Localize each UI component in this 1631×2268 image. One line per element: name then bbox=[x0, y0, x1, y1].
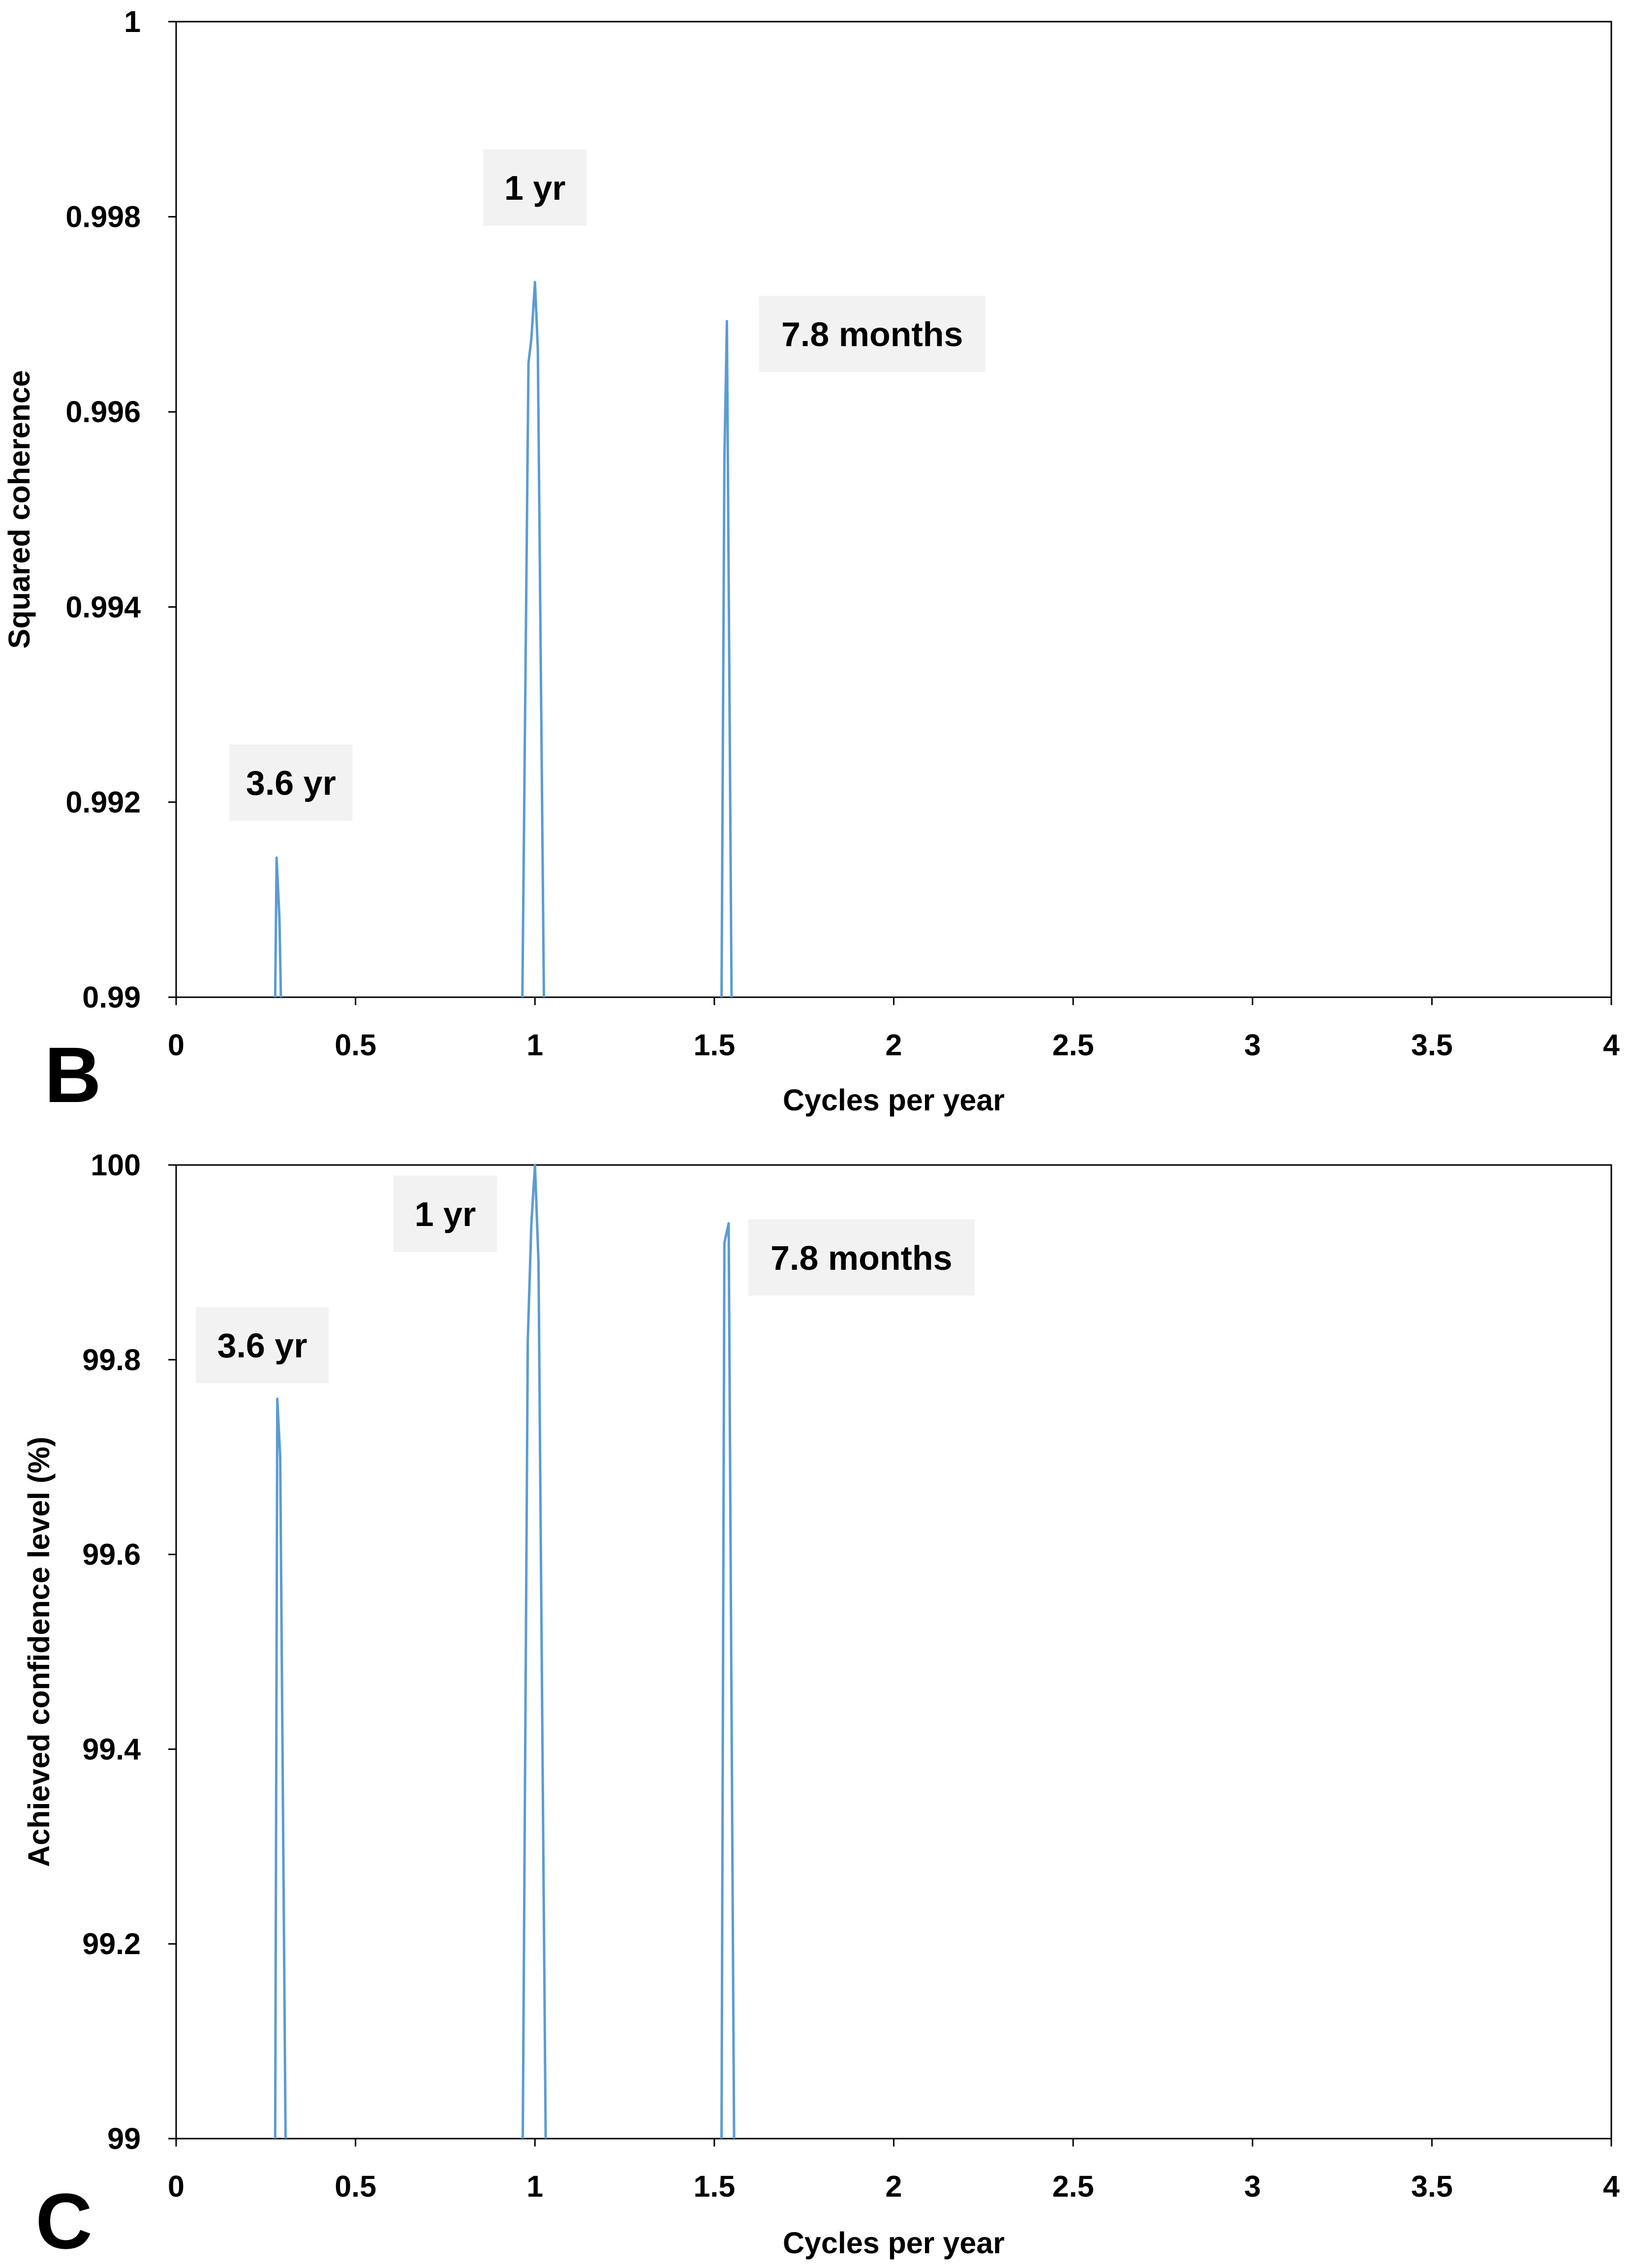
plot-area-frame bbox=[175, 21, 1612, 998]
annotation-label: 7.8 months bbox=[781, 315, 963, 354]
x-tick-label: 0 bbox=[168, 2170, 185, 2203]
y-tick-label: 99.4 bbox=[82, 1732, 141, 1766]
panel-letter: C bbox=[35, 2177, 92, 2265]
series-line-3 bbox=[720, 1222, 736, 2139]
x-tick-label: 2.5 bbox=[1052, 1028, 1094, 1062]
annotation-label: 7.8 months bbox=[770, 1239, 953, 1277]
x-tick-label: 4 bbox=[1603, 2170, 1620, 2203]
x-tick-label: 4 bbox=[1603, 1028, 1620, 1062]
y-tick-label: 0.992 bbox=[65, 785, 141, 819]
chart-panel-c: 0 0.5 1 1.5 2 2.5 3 3.5 4 99 99.2 99.4 99.6 99.8 100 Cy… bbox=[22, 1148, 1620, 2265]
x-tick-label: 2 bbox=[886, 1028, 902, 1062]
series-line-3 bbox=[720, 320, 733, 998]
annotation-label: 3.6 yr bbox=[246, 764, 336, 802]
x-axis-title: Cycles per year bbox=[783, 2226, 1005, 2260]
annotation-label: 1 yr bbox=[415, 1195, 476, 1233]
annotation-box bbox=[229, 744, 353, 821]
chart-panel-b: 0 0.5 1 1.5 2 2.5 3 3.5 4 0.99 0.992 0.994 0.996 0.99… bbox=[2, 5, 1620, 1119]
x-tick-label: 1.5 bbox=[693, 2170, 735, 2203]
y-tick-label: 100 bbox=[91, 1148, 141, 1182]
y-tick-label: 0.99 bbox=[82, 981, 141, 1014]
x-axis-title: Cycles per year bbox=[783, 1083, 1005, 1117]
x-tick-label: 1.5 bbox=[693, 1028, 735, 1062]
y-tick-label: 0.994 bbox=[65, 590, 141, 624]
y-axis-title: Achieved confidence level (%) bbox=[22, 1437, 56, 1867]
y-tick-label: 1 bbox=[124, 5, 141, 38]
x-tick-label: 2 bbox=[886, 2170, 902, 2203]
y-tick-label: 0.996 bbox=[65, 395, 141, 429]
y-tick-label: 99.8 bbox=[82, 1343, 141, 1377]
x-tick-label: 0.5 bbox=[335, 1028, 376, 1062]
series-line-2 bbox=[522, 1164, 547, 2139]
x-tick-label: 3 bbox=[1244, 2170, 1261, 2203]
x-tick-label: 2.5 bbox=[1052, 2170, 1094, 2203]
y-tick-label: 99.6 bbox=[82, 1538, 141, 1571]
x-tick-label: 1 bbox=[526, 2170, 543, 2203]
series-line-1 bbox=[274, 1397, 287, 2139]
y-tick-label: 0.998 bbox=[65, 200, 141, 234]
annotation-box bbox=[748, 1219, 975, 1296]
panel-letter: B bbox=[44, 1031, 101, 1119]
plot-area-frame bbox=[175, 1164, 1612, 2140]
series-line-2 bbox=[521, 281, 545, 998]
y-tick-label: 99 bbox=[107, 2122, 141, 2155]
x-tick-label: 3 bbox=[1244, 1028, 1261, 1062]
series-line-1 bbox=[274, 856, 282, 998]
annotation-label: 1 yr bbox=[504, 169, 566, 207]
annotation-label: 3.6 yr bbox=[217, 1326, 308, 1365]
y-axis-title: Squared coherence bbox=[2, 370, 36, 648]
annotation-box bbox=[393, 1175, 497, 1252]
x-tick-label: 0.5 bbox=[335, 2170, 376, 2203]
y-tick-label: 99.2 bbox=[82, 1927, 141, 1961]
annotation-box bbox=[196, 1307, 329, 1383]
x-tick-label: 3.5 bbox=[1411, 2170, 1453, 2203]
x-tick-label: 0 bbox=[168, 1028, 185, 1062]
annotation-box bbox=[483, 149, 587, 226]
x-tick-label: 1 bbox=[526, 1028, 543, 1062]
annotation-box bbox=[759, 296, 985, 372]
x-tick-label: 3.5 bbox=[1411, 1028, 1453, 1062]
